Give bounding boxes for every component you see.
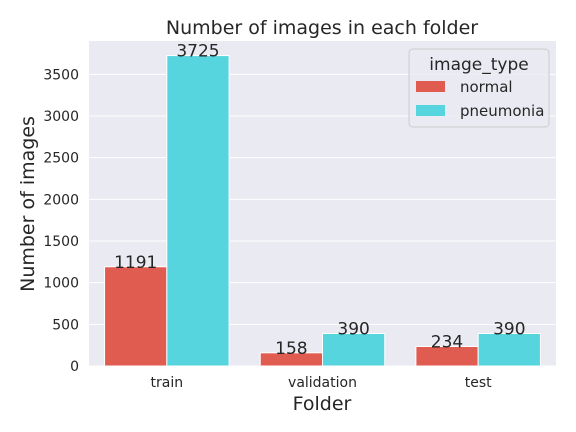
data-label-normal-validation: 158 — [275, 339, 307, 359]
legend-swatch-normal — [416, 81, 445, 92]
data-label-pneumonia-validation: 390 — [337, 320, 369, 340]
legend-label-normal: normal — [460, 78, 513, 96]
data-label-normal-test: 234 — [431, 333, 463, 353]
bar-pneumonia-test — [477, 333, 541, 367]
bar-pneumonia-validation — [322, 333, 386, 367]
bars — [104, 55, 541, 367]
y-tick-label: 500 — [52, 317, 79, 333]
y-tick-label: 3500 — [43, 67, 79, 83]
y-tick-label: 3000 — [43, 109, 79, 125]
legend-title: image_type — [429, 55, 528, 75]
y-axis-ticks: 0 500 1000 1500 2000 2500 3000 3500 — [43, 67, 79, 375]
x-axis-ticks: train validation test — [151, 375, 493, 391]
bar-normal-train — [104, 266, 168, 367]
data-label-pneumonia-test: 390 — [493, 320, 525, 340]
data-labels: 1191 3725 158 390 234 390 — [114, 42, 525, 359]
y-axis-label: Number of images — [17, 116, 39, 292]
y-tick-label: 0 — [70, 359, 79, 375]
data-label-pneumonia-train: 3725 — [176, 42, 219, 62]
data-label-normal-train: 1191 — [114, 253, 157, 273]
x-tick-label-train: train — [151, 375, 184, 391]
legend-swatch-pneumonia — [416, 105, 445, 116]
y-tick-label: 1000 — [43, 276, 79, 292]
y-tick-label: 2500 — [43, 151, 79, 167]
y-tick-label: 1500 — [43, 234, 79, 250]
bar-pneumonia-train — [166, 55, 230, 367]
x-tick-label-test: test — [465, 375, 492, 391]
x-axis-label: Folder — [293, 393, 352, 415]
x-tick-label-validation: validation — [288, 375, 357, 391]
chart-title: Number of images in each folder — [166, 17, 478, 39]
y-tick-label: 2000 — [43, 192, 79, 208]
legend-label-pneumonia: pneumonia — [460, 102, 544, 120]
legend: image_type normal pneumonia — [408, 48, 550, 128]
